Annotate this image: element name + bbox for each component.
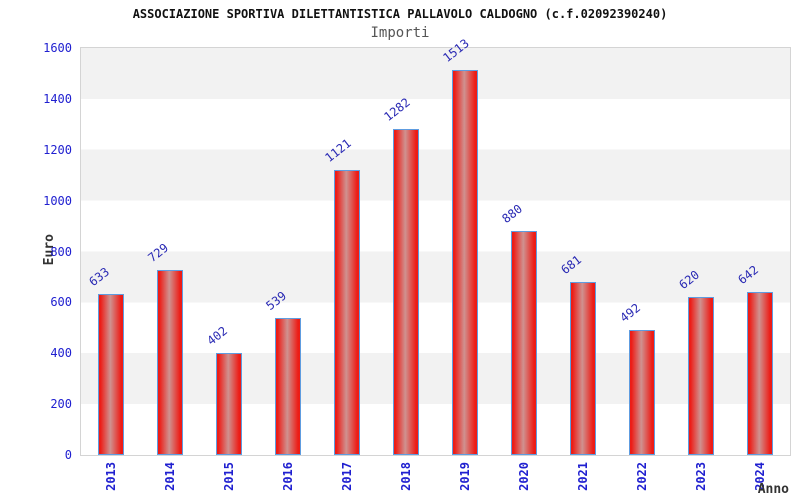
y-tick-label: 200	[50, 397, 72, 412]
bar-value-label: 402	[204, 323, 230, 348]
y-tick-label: 800	[50, 244, 72, 259]
bar-value-label: 681	[558, 252, 585, 277]
x-tick-label: 2023	[694, 462, 709, 491]
x-tick-label: 2016	[280, 462, 295, 491]
chart-title: ASSOCIAZIONE SPORTIVA DILETTANTISTICA PA…	[132, 7, 668, 21]
bar-value-label: 539	[263, 288, 289, 313]
x-tick-label: 2015	[221, 462, 236, 491]
bar-2019	[452, 70, 479, 455]
bar-2014	[156, 269, 183, 455]
bar-value-label: 620	[676, 267, 703, 293]
bar-value-label: 729	[145, 240, 171, 265]
bar-value-label: 642	[735, 262, 762, 287]
bar-2018	[392, 128, 419, 455]
bar-2013	[97, 293, 124, 455]
bar-2020	[511, 231, 538, 455]
bar-value-label: 1121	[322, 136, 354, 165]
y-tick-label: 1200	[43, 142, 72, 157]
y-tick-label: 1600	[43, 41, 72, 55]
x-tick-label: 2017	[339, 462, 354, 491]
bar-value-label: 1282	[381, 95, 413, 124]
x-tick-label: 2014	[162, 462, 177, 491]
bar-2016	[274, 317, 301, 455]
bar-value-label: 880	[499, 201, 526, 227]
bar-value-label: 633	[85, 264, 112, 289]
y-tick-label: 1000	[43, 193, 72, 208]
y-tick-label: 600	[50, 295, 72, 310]
y-tick-label: 400	[50, 346, 72, 361]
y-tick-label: 0	[64, 448, 72, 462]
chart-subtitle: Importi	[370, 25, 430, 41]
x-tick-label: 2019	[458, 462, 473, 491]
bar-2021	[570, 281, 597, 455]
x-tick-label: 2022	[635, 462, 650, 491]
bar-2022	[629, 329, 656, 455]
x-tick-label: 2020	[517, 462, 532, 491]
plot-area: 633 729 402 539 1121 1282 1513 880 681 492 620 642	[80, 36, 791, 456]
bar-2024	[747, 291, 774, 455]
x-axis-title: Anno	[757, 482, 789, 497]
x-tick-label: 2021	[576, 462, 591, 491]
bar-2015	[215, 352, 242, 455]
x-tick-label: 2013	[103, 462, 118, 491]
bar-2017	[333, 169, 360, 455]
bar-2023	[688, 297, 715, 455]
y-tick-label: 1400	[43, 91, 72, 106]
bar-value-label: 492	[617, 300, 644, 325]
x-tick-label: 2018	[398, 462, 413, 491]
